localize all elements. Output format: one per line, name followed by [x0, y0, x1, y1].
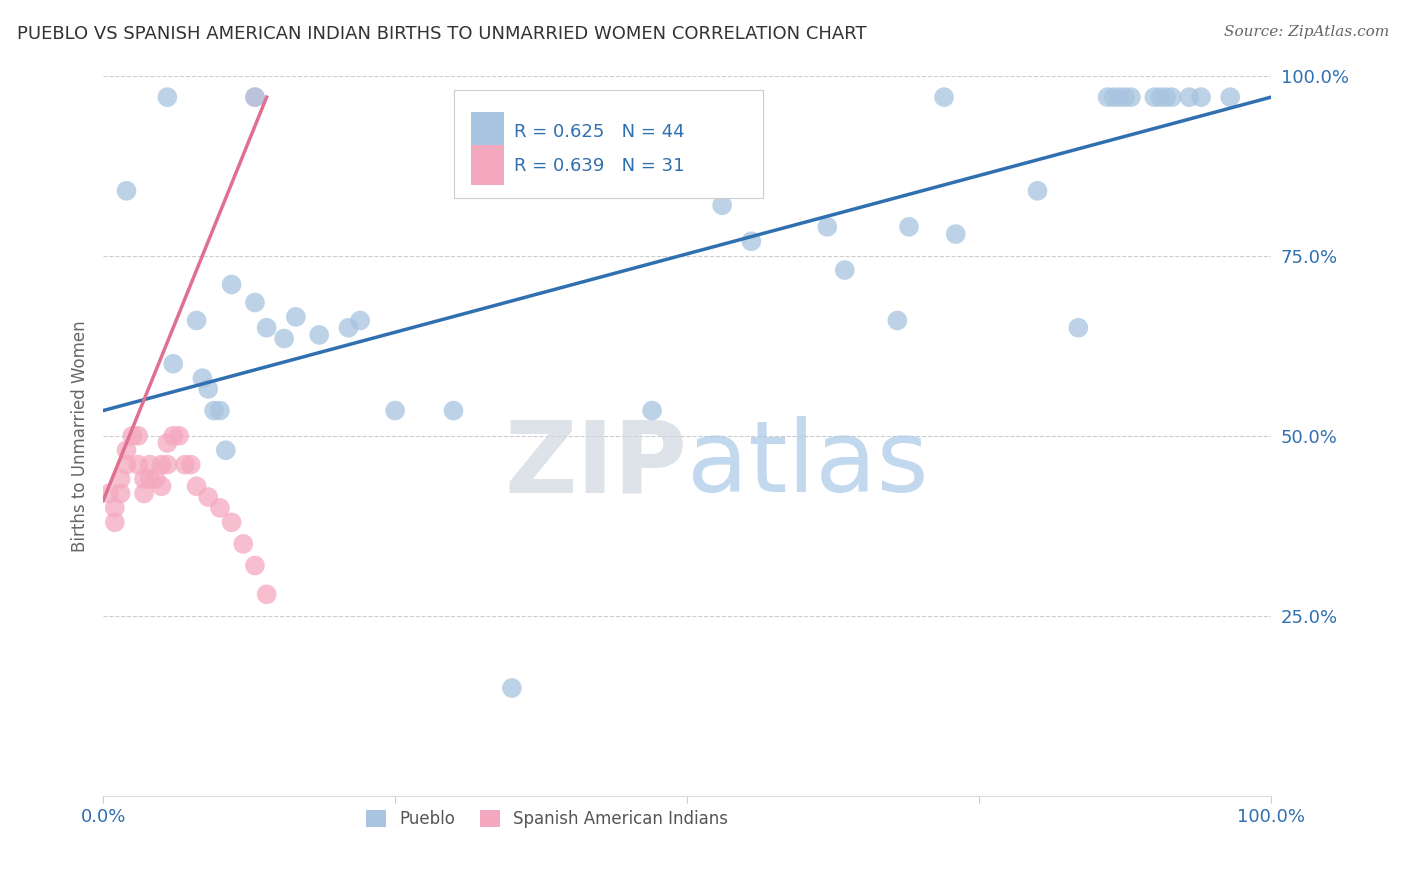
Point [186, 479, 208, 493]
Point [232, 537, 254, 551]
Point [191, 371, 214, 385]
Point [145, 472, 167, 486]
Point [243, 295, 266, 310]
Point [273, 332, 295, 346]
Point [162, 357, 184, 371]
Point [104, 516, 127, 530]
Point [104, 500, 127, 515]
Bar [471, 145, 503, 185]
Point [197, 490, 219, 504]
Point [1026, 184, 1049, 198]
Point [1160, 90, 1182, 104]
Point [180, 458, 202, 472]
Point [150, 479, 173, 493]
Text: Source: ZipAtlas.com: Source: ZipAtlas.com [1223, 25, 1389, 39]
Point [641, 403, 664, 417]
Point [945, 227, 967, 241]
Point [156, 90, 179, 104]
Point [215, 443, 238, 458]
Point [110, 486, 132, 500]
Point [162, 429, 184, 443]
Legend: Pueblo, Spanish American Indians: Pueblo, Spanish American Indians [359, 803, 735, 835]
FancyBboxPatch shape [454, 90, 763, 198]
Point [243, 558, 266, 573]
Point [127, 458, 149, 472]
Point [139, 472, 162, 486]
Text: R = 0.639   N = 31: R = 0.639 N = 31 [515, 157, 685, 175]
Text: PUEBLO VS SPANISH AMERICAN INDIAN BIRTHS TO UNMARRIED WOMEN CORRELATION CHART: PUEBLO VS SPANISH AMERICAN INDIAN BIRTHS… [17, 25, 866, 43]
Point [898, 219, 921, 234]
Point [173, 458, 195, 472]
Point [115, 443, 138, 458]
Point [501, 681, 523, 695]
Point [139, 458, 162, 472]
Y-axis label: Births to Unmarried Women: Births to Unmarried Women [72, 320, 89, 551]
Point [349, 313, 371, 327]
Point [156, 458, 179, 472]
Point [243, 90, 266, 104]
Point [208, 403, 231, 417]
Point [221, 277, 243, 292]
Point [815, 219, 838, 234]
Point [156, 436, 179, 450]
Point [256, 320, 278, 334]
Point [98, 486, 121, 500]
Point [132, 486, 155, 500]
Point [1143, 90, 1166, 104]
Point [384, 403, 406, 417]
Point [1149, 90, 1171, 104]
Point [256, 587, 278, 601]
Point [243, 90, 266, 104]
Point [221, 516, 243, 530]
Point [443, 403, 465, 417]
Point [121, 429, 143, 443]
Point [115, 458, 138, 472]
Point [1114, 90, 1136, 104]
Point [115, 184, 138, 198]
Text: atlas: atlas [688, 417, 929, 513]
Point [1102, 90, 1125, 104]
Point [1119, 90, 1142, 104]
Point [308, 327, 330, 342]
Bar [471, 112, 503, 151]
Text: ZIP: ZIP [505, 417, 688, 513]
Point [284, 310, 307, 324]
Point [1154, 90, 1177, 104]
Point [150, 458, 173, 472]
Point [197, 382, 219, 396]
Point [208, 500, 231, 515]
Point [740, 234, 762, 248]
Point [1108, 90, 1130, 104]
Point [711, 198, 734, 212]
Point [110, 472, 132, 486]
Point [886, 313, 908, 327]
Point [1067, 320, 1090, 334]
Point [932, 90, 955, 104]
Point [1178, 90, 1201, 104]
Point [132, 472, 155, 486]
Point [127, 429, 149, 443]
Point [167, 429, 190, 443]
Point [1189, 90, 1212, 104]
Point [1219, 90, 1241, 104]
Point [834, 263, 856, 277]
Text: R = 0.625   N = 44: R = 0.625 N = 44 [515, 123, 685, 141]
Point [337, 320, 360, 334]
Point [1097, 90, 1119, 104]
Point [186, 313, 208, 327]
Point [202, 403, 225, 417]
